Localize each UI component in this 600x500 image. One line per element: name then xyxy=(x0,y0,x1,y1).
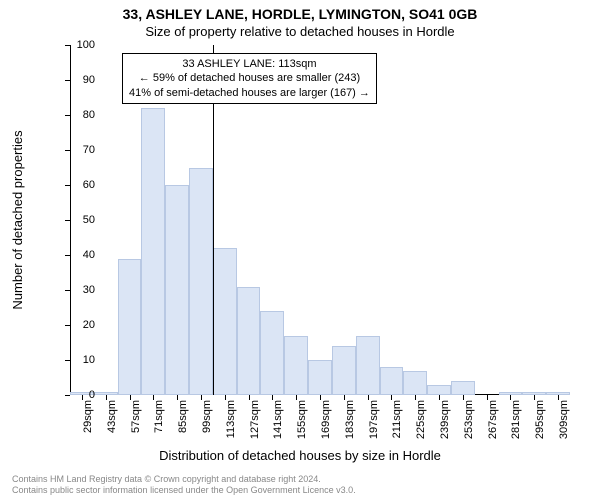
x-tick-label: 141sqm xyxy=(272,400,284,440)
x-tick-label: 99sqm xyxy=(201,400,213,440)
bar xyxy=(284,336,308,396)
bar xyxy=(118,259,142,396)
x-tick-label: 197sqm xyxy=(368,400,380,440)
footer-line: Contains public sector information licen… xyxy=(12,485,356,496)
y-tick-mark xyxy=(65,360,70,361)
y-tick-label: 50 xyxy=(55,214,95,226)
y-axis-label: Number of detached properties xyxy=(10,130,25,309)
y-tick-label: 30 xyxy=(55,284,95,296)
y-tick-label: 100 xyxy=(55,39,95,51)
bar xyxy=(308,360,332,395)
footer-text: Contains HM Land Registry data © Crown c… xyxy=(12,474,356,497)
y-tick-label: 20 xyxy=(55,319,95,331)
y-tick-mark xyxy=(65,325,70,326)
x-tick-label: 71sqm xyxy=(153,400,165,440)
y-tick-mark xyxy=(65,80,70,81)
bar xyxy=(237,287,261,396)
x-tick-label: 155sqm xyxy=(296,400,308,440)
y-tick-mark xyxy=(65,395,70,396)
annotation-line: ← 59% of detached houses are smaller (24… xyxy=(129,71,370,85)
y-tick-mark xyxy=(65,45,70,46)
y-tick-mark xyxy=(65,115,70,116)
x-tick-label: 57sqm xyxy=(130,400,142,440)
y-tick-label: 40 xyxy=(55,249,95,261)
bar xyxy=(165,185,189,395)
bar xyxy=(403,371,427,396)
annotation-line: 41% of semi-detached houses are larger (… xyxy=(129,86,370,100)
annotation-line: 33 ASHLEY LANE: 113sqm xyxy=(129,57,370,71)
y-tick-mark xyxy=(65,255,70,256)
x-tick-label: 239sqm xyxy=(439,400,451,440)
x-tick-label: 29sqm xyxy=(82,400,94,440)
plot-area: 33 ASHLEY LANE: 113sqm← 59% of detached … xyxy=(70,45,570,395)
bar xyxy=(356,336,380,396)
x-tick-label: 183sqm xyxy=(344,400,356,440)
bar xyxy=(213,248,237,395)
bar xyxy=(427,385,451,396)
y-tick-mark xyxy=(65,185,70,186)
chart-subtitle: Size of property relative to detached ho… xyxy=(0,24,600,39)
x-tick-label: 127sqm xyxy=(249,400,261,440)
x-tick-label: 113sqm xyxy=(225,400,237,440)
y-tick-label: 60 xyxy=(55,179,95,191)
bar xyxy=(260,311,284,395)
x-tick-label: 211sqm xyxy=(391,400,403,440)
x-tick-label: 309sqm xyxy=(558,400,570,440)
bar xyxy=(141,108,165,395)
x-tick-label: 85sqm xyxy=(177,400,189,440)
x-tick-label: 225sqm xyxy=(415,400,427,440)
annotation-box: 33 ASHLEY LANE: 113sqm← 59% of detached … xyxy=(122,53,377,104)
chart-title: 33, ASHLEY LANE, HORDLE, LYMINGTON, SO41… xyxy=(0,6,600,22)
y-tick-mark xyxy=(65,150,70,151)
x-tick-label: 267sqm xyxy=(487,400,499,440)
y-tick-label: 70 xyxy=(55,144,95,156)
y-tick-mark xyxy=(65,220,70,221)
y-tick-label: 80 xyxy=(55,109,95,121)
x-tick-label: 295sqm xyxy=(534,400,546,440)
x-tick-label: 281sqm xyxy=(510,400,522,440)
y-tick-label: 10 xyxy=(55,354,95,366)
bar xyxy=(451,381,475,395)
bar xyxy=(332,346,356,395)
x-tick-label: 169sqm xyxy=(320,400,332,440)
x-tick-label: 43sqm xyxy=(106,400,118,440)
y-tick-label: 90 xyxy=(55,74,95,86)
y-tick-mark xyxy=(65,290,70,291)
x-axis-label: Distribution of detached houses by size … xyxy=(0,448,600,463)
x-tick-label: 253sqm xyxy=(463,400,475,440)
bar xyxy=(189,168,213,396)
bar xyxy=(380,367,404,395)
footer-line: Contains HM Land Registry data © Crown c… xyxy=(12,474,356,485)
